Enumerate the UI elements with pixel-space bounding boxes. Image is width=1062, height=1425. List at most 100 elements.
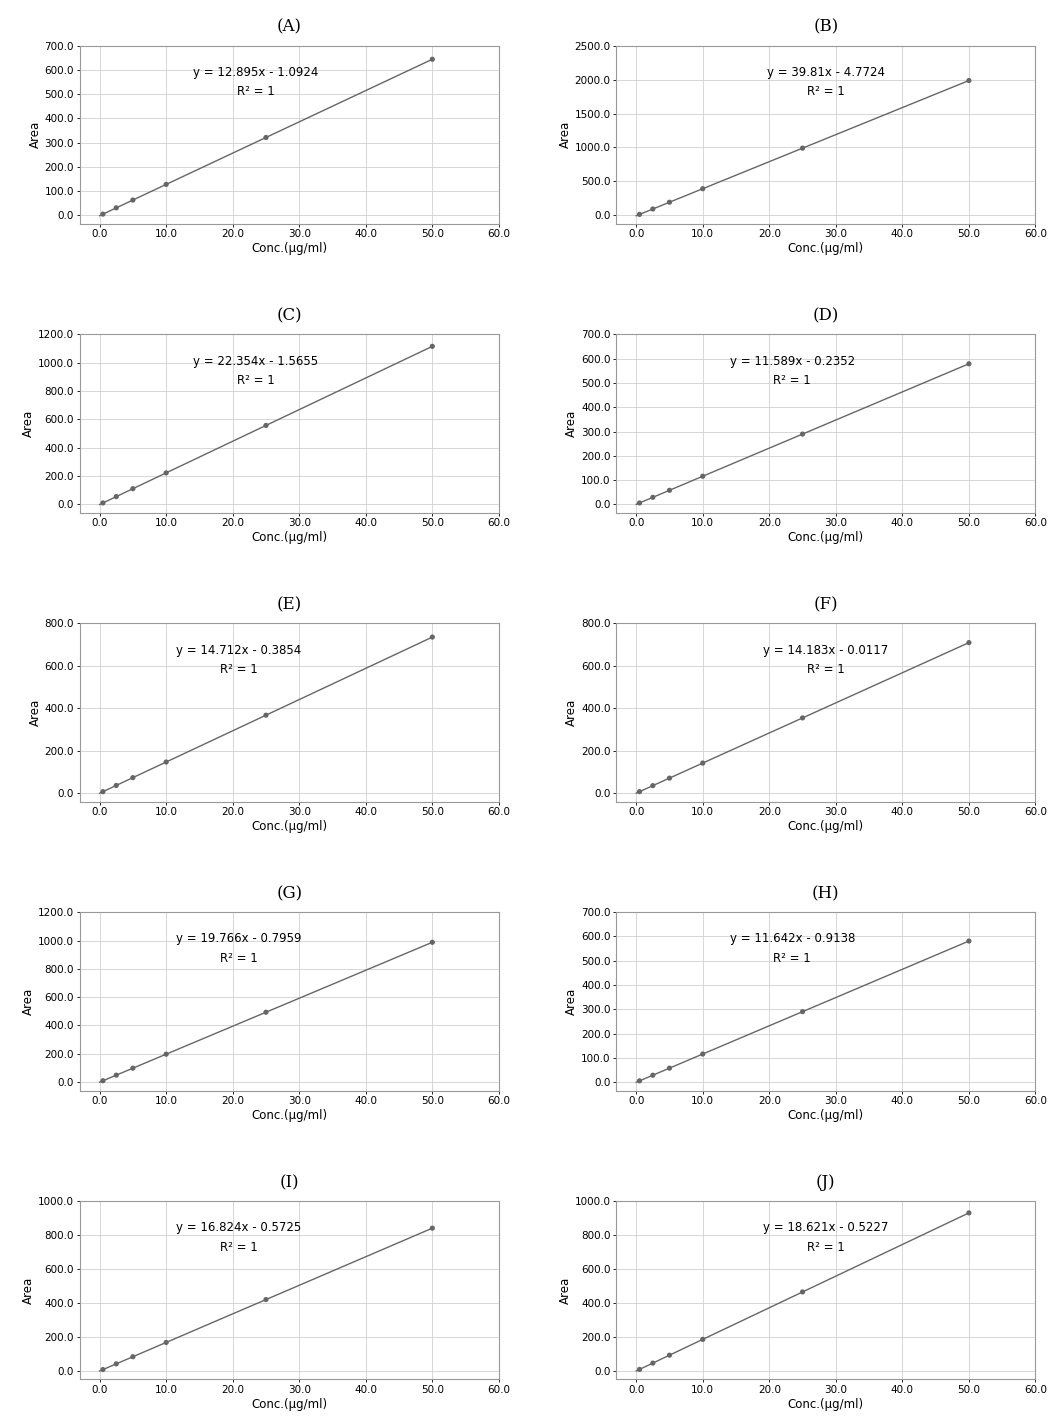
Point [794, 1281, 811, 1304]
Text: y = 14.183x - 0.0117: y = 14.183x - 0.0117 [764, 644, 889, 657]
Text: R² = 1: R² = 1 [773, 375, 811, 388]
Point [157, 1331, 174, 1354]
Text: (G): (G) [276, 885, 303, 902]
Point [645, 774, 662, 797]
Point [424, 1217, 441, 1240]
Point [95, 492, 112, 514]
Text: R² = 1: R² = 1 [220, 1241, 258, 1254]
Text: (F): (F) [813, 597, 838, 613]
Point [424, 931, 441, 953]
Point [95, 781, 112, 804]
Point [631, 781, 648, 804]
Point [107, 1352, 124, 1375]
Text: (C): (C) [276, 308, 302, 325]
Point [645, 486, 662, 509]
X-axis label: Conc.(μg/ml): Conc.(μg/ml) [788, 819, 863, 834]
Point [661, 1057, 678, 1080]
Text: y = 19.766x - 0.7959: y = 19.766x - 0.7959 [176, 932, 302, 945]
Point [107, 197, 124, 219]
Point [661, 1344, 678, 1367]
Text: (D): (D) [812, 308, 839, 325]
Text: (J): (J) [816, 1174, 836, 1191]
X-axis label: Conc.(μg/ml): Conc.(μg/ml) [252, 532, 327, 544]
Point [794, 423, 811, 446]
Point [631, 492, 648, 514]
Point [661, 191, 678, 214]
Point [257, 1000, 274, 1023]
Text: y = 14.712x - 0.3854: y = 14.712x - 0.3854 [176, 644, 302, 657]
Text: y = 12.895x - 1.0924: y = 12.895x - 1.0924 [193, 66, 319, 78]
Text: (A): (A) [277, 19, 302, 36]
X-axis label: Conc.(μg/ml): Conc.(μg/ml) [788, 532, 863, 544]
Point [107, 1063, 124, 1086]
Point [124, 1345, 141, 1368]
Text: R² = 1: R² = 1 [807, 86, 844, 98]
Point [631, 1358, 648, 1381]
Y-axis label: Area: Area [559, 121, 571, 148]
Point [124, 188, 141, 211]
Point [107, 774, 124, 797]
Point [257, 704, 274, 727]
Point [631, 1069, 648, 1092]
Text: R² = 1: R² = 1 [220, 663, 258, 677]
Text: R² = 1: R² = 1 [773, 952, 811, 965]
Point [695, 1043, 712, 1066]
Point [257, 415, 274, 437]
Point [257, 1288, 274, 1311]
X-axis label: Conc.(μg/ml): Conc.(μg/ml) [252, 242, 327, 255]
Point [124, 767, 141, 789]
Text: (H): (H) [812, 885, 840, 902]
Point [157, 172, 174, 195]
Point [695, 751, 712, 774]
Point [661, 479, 678, 502]
Text: R² = 1: R² = 1 [807, 663, 844, 677]
X-axis label: Conc.(μg/ml): Conc.(μg/ml) [788, 242, 863, 255]
X-axis label: Conc.(μg/ml): Conc.(μg/ml) [788, 1398, 863, 1411]
Text: y = 22.354x - 1.5655: y = 22.354x - 1.5655 [193, 355, 319, 368]
Point [95, 202, 112, 225]
X-axis label: Conc.(μg/ml): Conc.(μg/ml) [252, 1109, 327, 1121]
Y-axis label: Area: Area [29, 698, 41, 727]
Point [424, 626, 441, 648]
Text: (B): (B) [813, 19, 839, 36]
Point [960, 631, 977, 654]
Text: y = 39.81x - 4.7724: y = 39.81x - 4.7724 [767, 66, 885, 78]
Text: R² = 1: R² = 1 [237, 86, 275, 98]
Y-axis label: Area: Area [565, 698, 579, 727]
Text: y = 16.824x - 0.5725: y = 16.824x - 0.5725 [176, 1221, 302, 1234]
X-axis label: Conc.(μg/ml): Conc.(μg/ml) [788, 1109, 863, 1121]
Point [794, 707, 811, 730]
Point [257, 125, 274, 148]
Text: y = 18.621x - 0.5227: y = 18.621x - 0.5227 [764, 1221, 889, 1234]
Text: y = 11.589x - 0.2352: y = 11.589x - 0.2352 [730, 355, 855, 368]
X-axis label: Conc.(μg/ml): Conc.(μg/ml) [252, 819, 327, 834]
Point [960, 929, 977, 952]
Point [124, 1057, 141, 1080]
Text: (E): (E) [276, 597, 302, 613]
Y-axis label: Area: Area [22, 410, 35, 437]
Y-axis label: Area: Area [29, 121, 41, 148]
Point [645, 1352, 662, 1375]
Text: y = 11.642x - 0.9138: y = 11.642x - 0.9138 [730, 932, 855, 945]
Point [107, 485, 124, 507]
Point [95, 1358, 112, 1381]
X-axis label: Conc.(μg/ml): Conc.(μg/ml) [252, 1398, 327, 1411]
Point [157, 462, 174, 484]
Text: (I): (I) [279, 1174, 299, 1191]
Point [695, 1328, 712, 1351]
Point [124, 477, 141, 500]
Point [794, 137, 811, 160]
Point [424, 48, 441, 71]
Y-axis label: Area: Area [565, 988, 579, 1015]
Text: R² = 1: R² = 1 [807, 1241, 844, 1254]
Text: R² = 1: R² = 1 [220, 952, 258, 965]
Y-axis label: Area: Area [565, 410, 579, 437]
Point [960, 352, 977, 375]
Y-axis label: Area: Area [22, 988, 35, 1015]
Point [645, 1064, 662, 1087]
Point [631, 202, 648, 225]
Point [794, 1000, 811, 1023]
Point [695, 177, 712, 200]
Point [157, 751, 174, 774]
Point [960, 70, 977, 93]
